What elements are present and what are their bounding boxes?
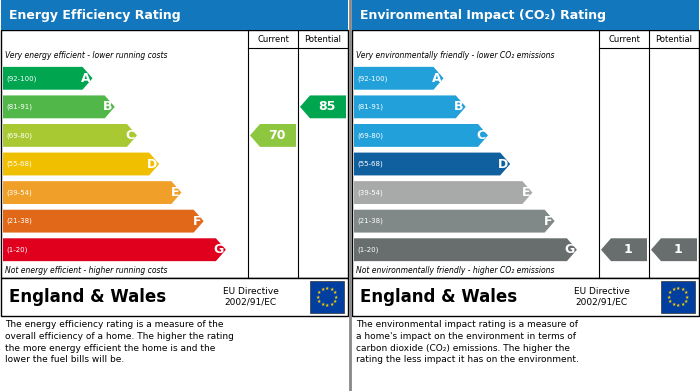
Polygon shape	[354, 210, 554, 233]
Text: 1: 1	[673, 243, 682, 256]
Text: The energy efficiency rating is a measure of the
overall efficiency of a home. T: The energy efficiency rating is a measur…	[5, 320, 234, 364]
Polygon shape	[354, 95, 466, 118]
Bar	[1, 0, 348, 30]
Text: EU Directive
2002/91/EC: EU Directive 2002/91/EC	[574, 287, 630, 307]
Text: ★: ★	[676, 303, 680, 308]
Text: A: A	[432, 72, 442, 85]
Bar	[352, 278, 699, 316]
Text: ★: ★	[685, 294, 689, 300]
Bar	[352, 30, 699, 278]
Polygon shape	[601, 238, 647, 261]
Text: Environmental Impact (CO₂) Rating: Environmental Impact (CO₂) Rating	[360, 9, 606, 22]
Text: ★: ★	[680, 287, 685, 292]
Text: G: G	[214, 243, 224, 256]
Bar	[352, 0, 699, 30]
Text: EU Directive
2002/91/EC: EU Directive 2002/91/EC	[223, 287, 279, 307]
Text: ★: ★	[668, 299, 673, 304]
Text: Not energy efficient - higher running costs: Not energy efficient - higher running co…	[5, 266, 167, 275]
Polygon shape	[3, 124, 137, 147]
Text: A: A	[81, 72, 90, 85]
Text: (1-20): (1-20)	[6, 246, 27, 253]
Text: E: E	[522, 186, 531, 199]
Text: ★: ★	[325, 303, 329, 308]
Polygon shape	[3, 181, 181, 204]
Text: ★: ★	[321, 302, 325, 307]
Text: Current: Current	[257, 34, 289, 43]
Text: ★: ★	[680, 302, 685, 307]
Bar	[1, 278, 348, 316]
Text: (69-80): (69-80)	[357, 132, 383, 139]
Text: Current: Current	[608, 34, 640, 43]
Polygon shape	[250, 124, 296, 147]
Text: ★: ★	[321, 287, 325, 292]
Text: (69-80): (69-80)	[6, 132, 32, 139]
Polygon shape	[3, 95, 115, 118]
Text: Potential: Potential	[655, 34, 692, 43]
Text: ★: ★	[325, 285, 329, 291]
Text: ★: ★	[667, 294, 671, 300]
Text: ★: ★	[317, 299, 321, 304]
Polygon shape	[3, 152, 159, 176]
Text: ★: ★	[334, 294, 338, 300]
Text: ★: ★	[676, 285, 680, 291]
Text: ★: ★	[329, 287, 334, 292]
Polygon shape	[354, 181, 533, 204]
Text: ★: ★	[332, 299, 337, 304]
Text: (55-68): (55-68)	[6, 161, 32, 167]
Text: ★: ★	[671, 302, 676, 307]
Text: 70: 70	[268, 129, 286, 142]
Text: England & Wales: England & Wales	[9, 288, 166, 306]
Text: (81-91): (81-91)	[6, 104, 32, 110]
Text: C: C	[477, 129, 486, 142]
Text: ★: ★	[671, 287, 676, 292]
Bar	[661, 281, 695, 313]
Text: 1: 1	[624, 243, 632, 256]
Text: B: B	[103, 100, 113, 113]
Text: Not environmentally friendly - higher CO₂ emissions: Not environmentally friendly - higher CO…	[356, 266, 554, 275]
Text: Very environmentally friendly - lower CO₂ emissions: Very environmentally friendly - lower CO…	[356, 51, 554, 60]
Text: England & Wales: England & Wales	[360, 288, 517, 306]
Text: (21-38): (21-38)	[357, 218, 383, 224]
Text: F: F	[193, 215, 202, 228]
Text: Very energy efficient - lower running costs: Very energy efficient - lower running co…	[5, 51, 167, 60]
Polygon shape	[354, 152, 510, 176]
Text: Potential: Potential	[304, 34, 342, 43]
Text: B: B	[454, 100, 463, 113]
Text: 85: 85	[318, 100, 336, 113]
Text: ★: ★	[332, 290, 337, 295]
Text: (39-54): (39-54)	[357, 189, 383, 196]
Text: ★: ★	[316, 294, 320, 300]
Polygon shape	[3, 67, 92, 90]
Polygon shape	[354, 67, 444, 90]
Text: E: E	[171, 186, 179, 199]
Text: (39-54): (39-54)	[6, 189, 32, 196]
Bar	[310, 281, 344, 313]
Text: (1-20): (1-20)	[357, 246, 379, 253]
Text: (81-91): (81-91)	[357, 104, 383, 110]
Text: D: D	[147, 158, 158, 170]
Polygon shape	[3, 238, 226, 261]
Text: ★: ★	[684, 290, 688, 295]
Polygon shape	[354, 124, 488, 147]
Text: (21-38): (21-38)	[6, 218, 32, 224]
Text: Energy Efficiency Rating: Energy Efficiency Rating	[9, 9, 181, 22]
Text: (92-100): (92-100)	[357, 75, 387, 82]
Text: C: C	[126, 129, 135, 142]
Bar	[1, 30, 348, 278]
Polygon shape	[300, 95, 346, 118]
Text: (55-68): (55-68)	[357, 161, 383, 167]
Text: G: G	[565, 243, 575, 256]
Text: The environmental impact rating is a measure of
a home's impact on the environme: The environmental impact rating is a mea…	[356, 320, 579, 364]
Text: F: F	[544, 215, 553, 228]
Text: D: D	[498, 158, 508, 170]
Polygon shape	[3, 210, 204, 233]
Text: ★: ★	[317, 290, 321, 295]
Polygon shape	[354, 238, 577, 261]
Polygon shape	[651, 238, 697, 261]
Text: ★: ★	[684, 299, 688, 304]
Text: ★: ★	[329, 302, 334, 307]
Text: (92-100): (92-100)	[6, 75, 36, 82]
Text: ★: ★	[668, 290, 673, 295]
